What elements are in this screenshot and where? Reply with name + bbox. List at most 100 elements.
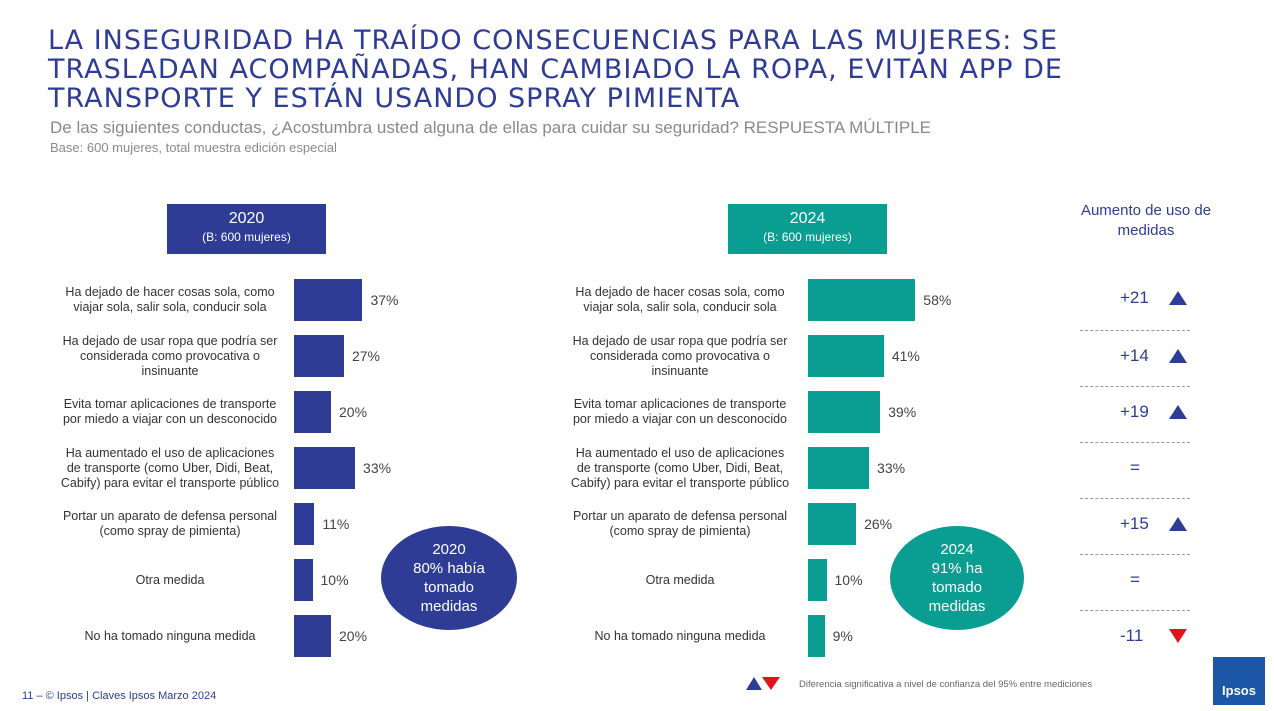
category-label-line: Evita tomar aplicaciones de transporte	[573, 397, 787, 411]
bubble-line: 2024	[940, 541, 974, 558]
delta-separator	[1080, 498, 1190, 499]
data-label-2024: 41%	[891, 348, 920, 364]
category-label-2020: Evita tomar aplicaciones de transporte po…	[45, 397, 295, 427]
bar-2024	[808, 503, 857, 545]
year-header-2020: 2020 (B: 600 mujeres)	[167, 204, 326, 254]
category-label-line: de transporte (como Uber, Didi, Beat,	[576, 460, 784, 475]
bar-2024	[808, 615, 825, 657]
data-label-2024: 33%	[877, 460, 906, 476]
category-label-line: (como spray de pimienta)	[609, 524, 751, 538]
up-triangle-icon	[1169, 405, 1187, 419]
up-triangle-icon	[1169, 517, 1187, 531]
category-label-line: Otra medida	[645, 572, 715, 587]
category-label-line: Evita tomar aplicaciones de transporte	[63, 397, 277, 411]
up-triangle-icon	[746, 677, 762, 690]
bar-2020	[294, 503, 315, 545]
delta-separator	[1080, 442, 1190, 443]
category-label-line: Ha dejado de hacer cosas sola, como	[575, 285, 785, 299]
year-header-2024: 2024 (B: 600 mujeres)	[728, 204, 887, 254]
data-label-2020: 20%	[339, 404, 368, 420]
delta-item: =	[1080, 570, 1190, 592]
base-note: Base: 600 mujeres, total muestra edición…	[50, 140, 337, 155]
category-label-line: considerada como provocativa o	[80, 348, 260, 363]
bubble-line: 91% ha	[931, 560, 983, 577]
base-label: (B: 600 mujeres)	[763, 230, 852, 244]
category-label-line: Ha aumentado el uso de aplicaciones	[575, 445, 785, 460]
bubble-line: medidas	[420, 598, 478, 615]
bar-2024	[808, 447, 870, 489]
bubble-line: tomado	[423, 579, 475, 596]
delta-separator	[1080, 554, 1190, 555]
increase-column-title: Aumento de uso de medidas	[1080, 202, 1212, 239]
delta-separator	[1080, 330, 1190, 331]
category-label-line: viajar sola, salir sola, conducir sola	[583, 300, 777, 314]
page-title: LA INSEGURIDAD HA TRAÍDO CONSECUENCIAS P…	[48, 25, 1063, 114]
category-label-2024: Ha dejado de hacer cosas sola, como viaja…	[555, 285, 805, 315]
delta-value: +14	[1120, 346, 1149, 365]
category-label-2020: Ha aumentado el uso de aplicaciones de tr…	[45, 446, 295, 491]
category-label-line: Cabify) para evitar el transporte públic…	[60, 475, 280, 490]
category-label-2020: No ha tomado ninguna medida	[45, 629, 295, 644]
category-label-line: Ha dejado de usar ropa que podría ser	[62, 333, 278, 348]
category-label-line: considerada como provocativa o	[590, 348, 770, 363]
footer: 11 – © Ipsos | Claves Ipsos Marzo 2024	[22, 690, 217, 702]
category-label-line: Cabify) para evitar el transporte públic…	[570, 475, 790, 490]
category-label-2024: Ha aumentado el uso de aplicaciones de tr…	[555, 446, 805, 491]
category-label-2024: Portar un aparato de defensa personal (co…	[555, 509, 805, 539]
category-label-line: insinuante	[651, 363, 709, 378]
delta-item: -11	[1080, 626, 1190, 648]
bubble-line: medidas	[928, 598, 986, 615]
category-label-line: insinuante	[141, 363, 199, 378]
category-label-line: Otra medida	[135, 572, 205, 587]
data-label-2024: 39%	[888, 404, 917, 420]
bubble-line: 80% había	[413, 560, 485, 577]
down-triangle-icon	[1169, 629, 1187, 643]
data-label-2020: 10%	[320, 572, 349, 588]
category-label-line: por miedo a viajar con un desconocido	[62, 412, 278, 426]
up-triangle-icon	[1169, 349, 1187, 363]
category-label-2020: Portar un aparato de defensa personal (co…	[45, 509, 295, 539]
base-label: (B: 600 mujeres)	[202, 230, 291, 244]
category-label-2020: Ha dejado de usar ropa que podría ser con…	[45, 334, 295, 379]
data-label-2020: 37%	[370, 292, 399, 308]
delta-value: -11	[1120, 626, 1144, 645]
category-label-line: de transporte (como Uber, Didi, Beat,	[66, 460, 274, 475]
up-triangle-icon	[1169, 291, 1187, 305]
category-label-line: No ha tomado ninguna medida	[594, 628, 766, 643]
bubble-line: 2020	[432, 541, 466, 558]
category-label-line: No ha tomado ninguna medida	[84, 628, 256, 643]
delta-separator	[1080, 610, 1190, 611]
delta-item: +21	[1080, 288, 1190, 310]
category-label-2024: Otra medida	[555, 573, 805, 588]
logo-text: Ipsos	[1222, 683, 1256, 698]
bar-2020	[294, 391, 331, 433]
category-label-line: viajar sola, salir sola, conducir sola	[73, 300, 267, 314]
bar-2024	[808, 279, 916, 321]
delta-value: +21	[1120, 288, 1149, 307]
significance-legend-icon	[746, 677, 780, 690]
category-label-2024: Ha dejado de usar ropa que podría ser con…	[555, 334, 805, 379]
delta-item: +15	[1080, 514, 1190, 536]
data-label-2020: 20%	[339, 628, 368, 644]
delta-value: =	[1130, 458, 1140, 477]
delta-value: +15	[1120, 514, 1149, 533]
delta-item: +14	[1080, 346, 1190, 368]
data-label-2020: 11%	[322, 516, 350, 532]
year-label: 2024	[789, 210, 826, 227]
category-label-line: (como spray de pimienta)	[99, 524, 241, 538]
category-label-line: Ha dejado de hacer cosas sola, como	[65, 285, 275, 299]
bar-2020	[294, 559, 313, 601]
delta-value: +19	[1120, 402, 1149, 421]
bar-2024	[808, 335, 884, 377]
category-label-line: Portar un aparato de defensa personal	[62, 509, 278, 523]
data-label-2024: 26%	[864, 516, 893, 532]
bar-2020	[294, 615, 331, 657]
question-subtitle: De las siguientes conductas, ¿Acostumbra…	[50, 118, 931, 137]
category-label-line: por miedo a viajar con un desconocido	[572, 412, 788, 426]
delta-separator	[1080, 386, 1190, 387]
bar-2024	[808, 391, 881, 433]
category-label-line: Ha dejado de usar ropa que podría ser	[572, 333, 788, 348]
category-label-2020: Otra medida	[45, 573, 295, 588]
bubble-line: tomado	[931, 579, 983, 596]
ipsos-logo: Ipsos	[1213, 657, 1265, 705]
